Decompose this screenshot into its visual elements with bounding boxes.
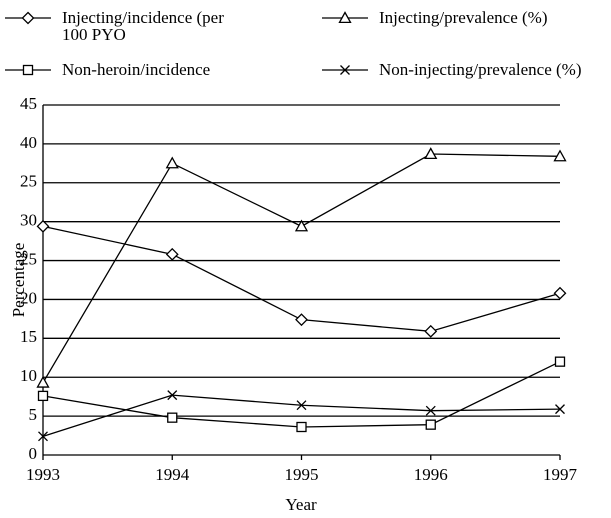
- marker: [553, 286, 567, 300]
- y-tick-label: 15: [20, 327, 37, 346]
- marker: [165, 156, 179, 169]
- y-tick-label: 45: [20, 94, 37, 113]
- marker: [165, 247, 179, 261]
- marker: [22, 64, 34, 76]
- marker: [424, 147, 438, 160]
- x-tick-label: 1997: [543, 465, 578, 484]
- x-tick-label: 1996: [414, 465, 448, 484]
- marker: [296, 421, 307, 433]
- marker: [424, 324, 438, 338]
- marker: [340, 65, 350, 75]
- marker: [338, 11, 352, 24]
- marker: [36, 375, 50, 388]
- marker: [167, 390, 178, 401]
- marker: [295, 313, 308, 327]
- y-tick-label: 5: [29, 405, 38, 424]
- x-tick-label: 1993: [26, 465, 60, 484]
- legend-label: Non-heroin/incidence: [62, 60, 211, 79]
- marker: [294, 219, 309, 232]
- legend-label: Injecting/incidence (per 100 PYO: [62, 8, 224, 44]
- marker: [37, 390, 49, 402]
- marker: [555, 404, 565, 415]
- series-line: [42, 361, 561, 428]
- marker: [296, 400, 307, 411]
- marker: [167, 412, 178, 423]
- y-axis-label: Percentage: [9, 243, 28, 318]
- legend-label: Injecting/prevalence (%): [379, 8, 548, 27]
- y-tick-label: 25: [20, 172, 37, 191]
- y-tick-label: 0: [29, 444, 38, 463]
- y-tick-label: 40: [20, 133, 37, 152]
- marker: [553, 149, 567, 162]
- marker: [554, 356, 566, 367]
- marker: [21, 11, 35, 25]
- marker: [425, 419, 436, 430]
- y-tick-label: 20: [20, 288, 37, 307]
- x-tick-label: 1994: [155, 465, 190, 484]
- y-tick-label: 25: [20, 249, 37, 268]
- y-tick-label: 30: [20, 211, 37, 230]
- marker: [425, 405, 436, 416]
- y-tick-label: 10: [20, 366, 37, 385]
- x-axis-label: Year: [285, 495, 317, 514]
- series-line: [42, 153, 561, 383]
- x-tick-label: 1995: [285, 465, 319, 484]
- marker: [36, 219, 50, 233]
- marker: [38, 431, 48, 442]
- legend-label: Non-injecting/prevalence (%): [379, 60, 582, 79]
